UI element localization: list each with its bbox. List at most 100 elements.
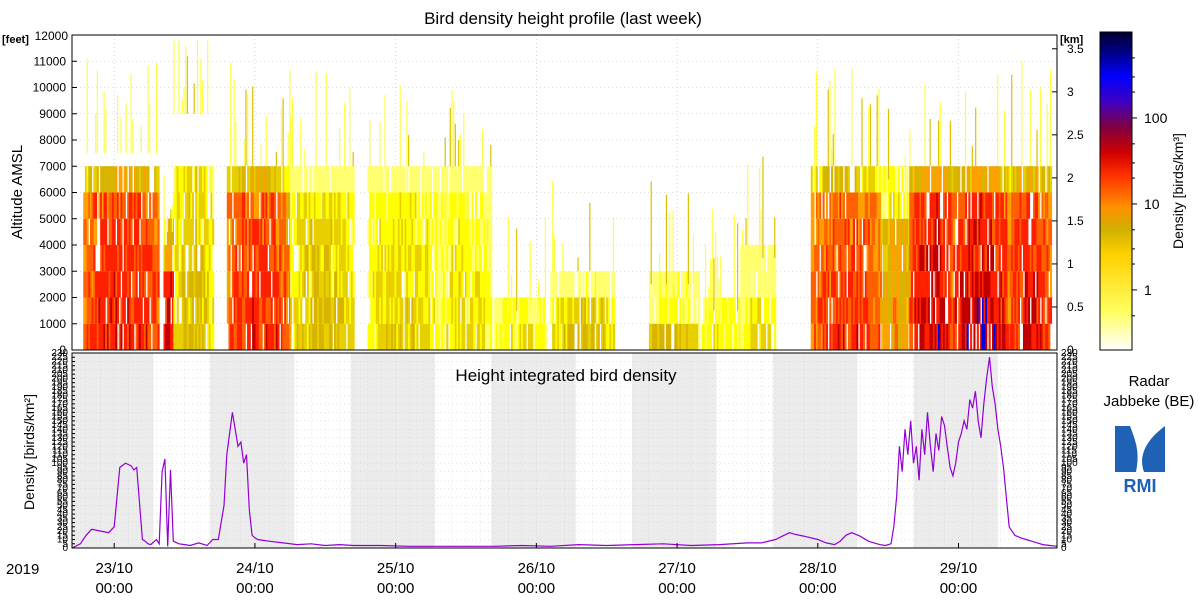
profile-cell xyxy=(401,323,404,350)
profile-cell xyxy=(342,218,345,245)
profile-cell xyxy=(86,271,89,298)
profile-cell xyxy=(147,166,150,193)
profile-cell xyxy=(155,271,158,298)
profile-cell xyxy=(123,323,126,350)
integrated-y-tick-label-right: 205 xyxy=(1061,369,1078,380)
profile-cell xyxy=(461,297,464,324)
profile-cell xyxy=(267,218,270,245)
profile-cell xyxy=(743,271,746,298)
profile-cell xyxy=(478,166,481,193)
profile-cell xyxy=(1024,166,1027,193)
profile-cell xyxy=(859,323,862,350)
profile-cell xyxy=(1011,323,1014,350)
profile-cell xyxy=(396,218,399,245)
profile-cell xyxy=(277,297,280,324)
profile-cell xyxy=(675,323,679,350)
profile-cell xyxy=(183,323,186,350)
profile-cell xyxy=(419,297,422,324)
profile-cell xyxy=(323,245,326,272)
profile-cell xyxy=(413,166,416,193)
profile-cell xyxy=(667,323,670,350)
profile-cell xyxy=(411,271,414,298)
profile-cell xyxy=(255,166,258,193)
profile-cell xyxy=(230,218,233,245)
profile-cell xyxy=(171,271,174,298)
profile-cell xyxy=(662,297,665,324)
integrated-y-tick-label: 65 xyxy=(57,488,69,499)
profile-cell xyxy=(142,166,145,193)
profile-cell xyxy=(755,323,758,350)
profile-cell xyxy=(468,245,471,272)
profile-cell xyxy=(441,323,444,350)
profile-cell xyxy=(837,245,840,272)
profile-cell xyxy=(1011,218,1014,245)
profile-y-unit-right: [km] xyxy=(1060,34,1084,46)
profile-cell xyxy=(337,192,340,219)
profile-cell xyxy=(108,297,111,324)
profile-cell xyxy=(988,271,991,298)
profile-cell xyxy=(490,192,493,219)
profile-cell xyxy=(84,166,88,193)
profile-cell xyxy=(423,192,426,219)
profile-cell xyxy=(1014,323,1017,350)
profile-cell xyxy=(111,245,115,272)
profile-cell xyxy=(874,323,878,350)
profile-cell xyxy=(849,271,852,298)
profile-streak xyxy=(243,139,245,167)
colorbar-tick-label: 10 xyxy=(1144,196,1160,212)
profile-cell xyxy=(352,166,355,193)
profile-cell xyxy=(871,297,874,324)
profile-cell xyxy=(878,192,881,219)
profile-cell xyxy=(715,323,718,350)
profile-cell xyxy=(210,245,213,272)
profile-cell xyxy=(280,297,283,324)
integrated-y-tick-label: 200 xyxy=(51,373,68,384)
profile-cell xyxy=(231,166,234,193)
profile-cell xyxy=(176,192,179,219)
profile-cell xyxy=(113,166,116,193)
profile-cell xyxy=(512,323,515,350)
profile-cell xyxy=(340,323,343,350)
profile-cell xyxy=(255,245,258,272)
profile-cell xyxy=(682,323,685,350)
profile-cell xyxy=(476,323,479,350)
profile-cell xyxy=(269,271,272,298)
profile-cell xyxy=(742,245,745,272)
profile-cell xyxy=(832,323,835,350)
profile-cell xyxy=(948,218,951,245)
profile-cell xyxy=(226,271,229,298)
profile-cell xyxy=(896,245,899,272)
profile-cell xyxy=(296,271,299,298)
profile-cell xyxy=(650,323,653,350)
profile-cell xyxy=(968,192,971,219)
profile-cell xyxy=(168,245,171,272)
profile-cell xyxy=(466,323,469,350)
profile-cell xyxy=(650,297,653,324)
profile-cell xyxy=(558,297,561,324)
profile-cell xyxy=(975,271,978,298)
profile-cell xyxy=(337,245,340,272)
profile-cell xyxy=(983,297,986,324)
profile-cell xyxy=(394,297,397,324)
profile-cell xyxy=(958,218,961,245)
profile-cell xyxy=(521,297,524,324)
profile-cell xyxy=(567,297,570,324)
profile-cell xyxy=(961,166,964,193)
profile-cell xyxy=(421,218,424,245)
profile-cell xyxy=(976,166,979,193)
profile-cell xyxy=(337,218,340,245)
profile-cell xyxy=(767,271,770,298)
profile-cell xyxy=(1012,192,1015,219)
profile-cell xyxy=(128,271,131,298)
profile-cell xyxy=(1012,218,1015,245)
profile-cell xyxy=(282,192,285,219)
profile-cell xyxy=(339,218,342,245)
profile-cell xyxy=(389,271,392,298)
profile-cell xyxy=(963,192,966,219)
profile-cell xyxy=(878,297,881,324)
profile-cell xyxy=(849,245,852,272)
profile-cell xyxy=(971,166,974,193)
profile-cell xyxy=(180,323,183,350)
profile-streak xyxy=(349,88,351,167)
profile-cell xyxy=(899,297,902,324)
